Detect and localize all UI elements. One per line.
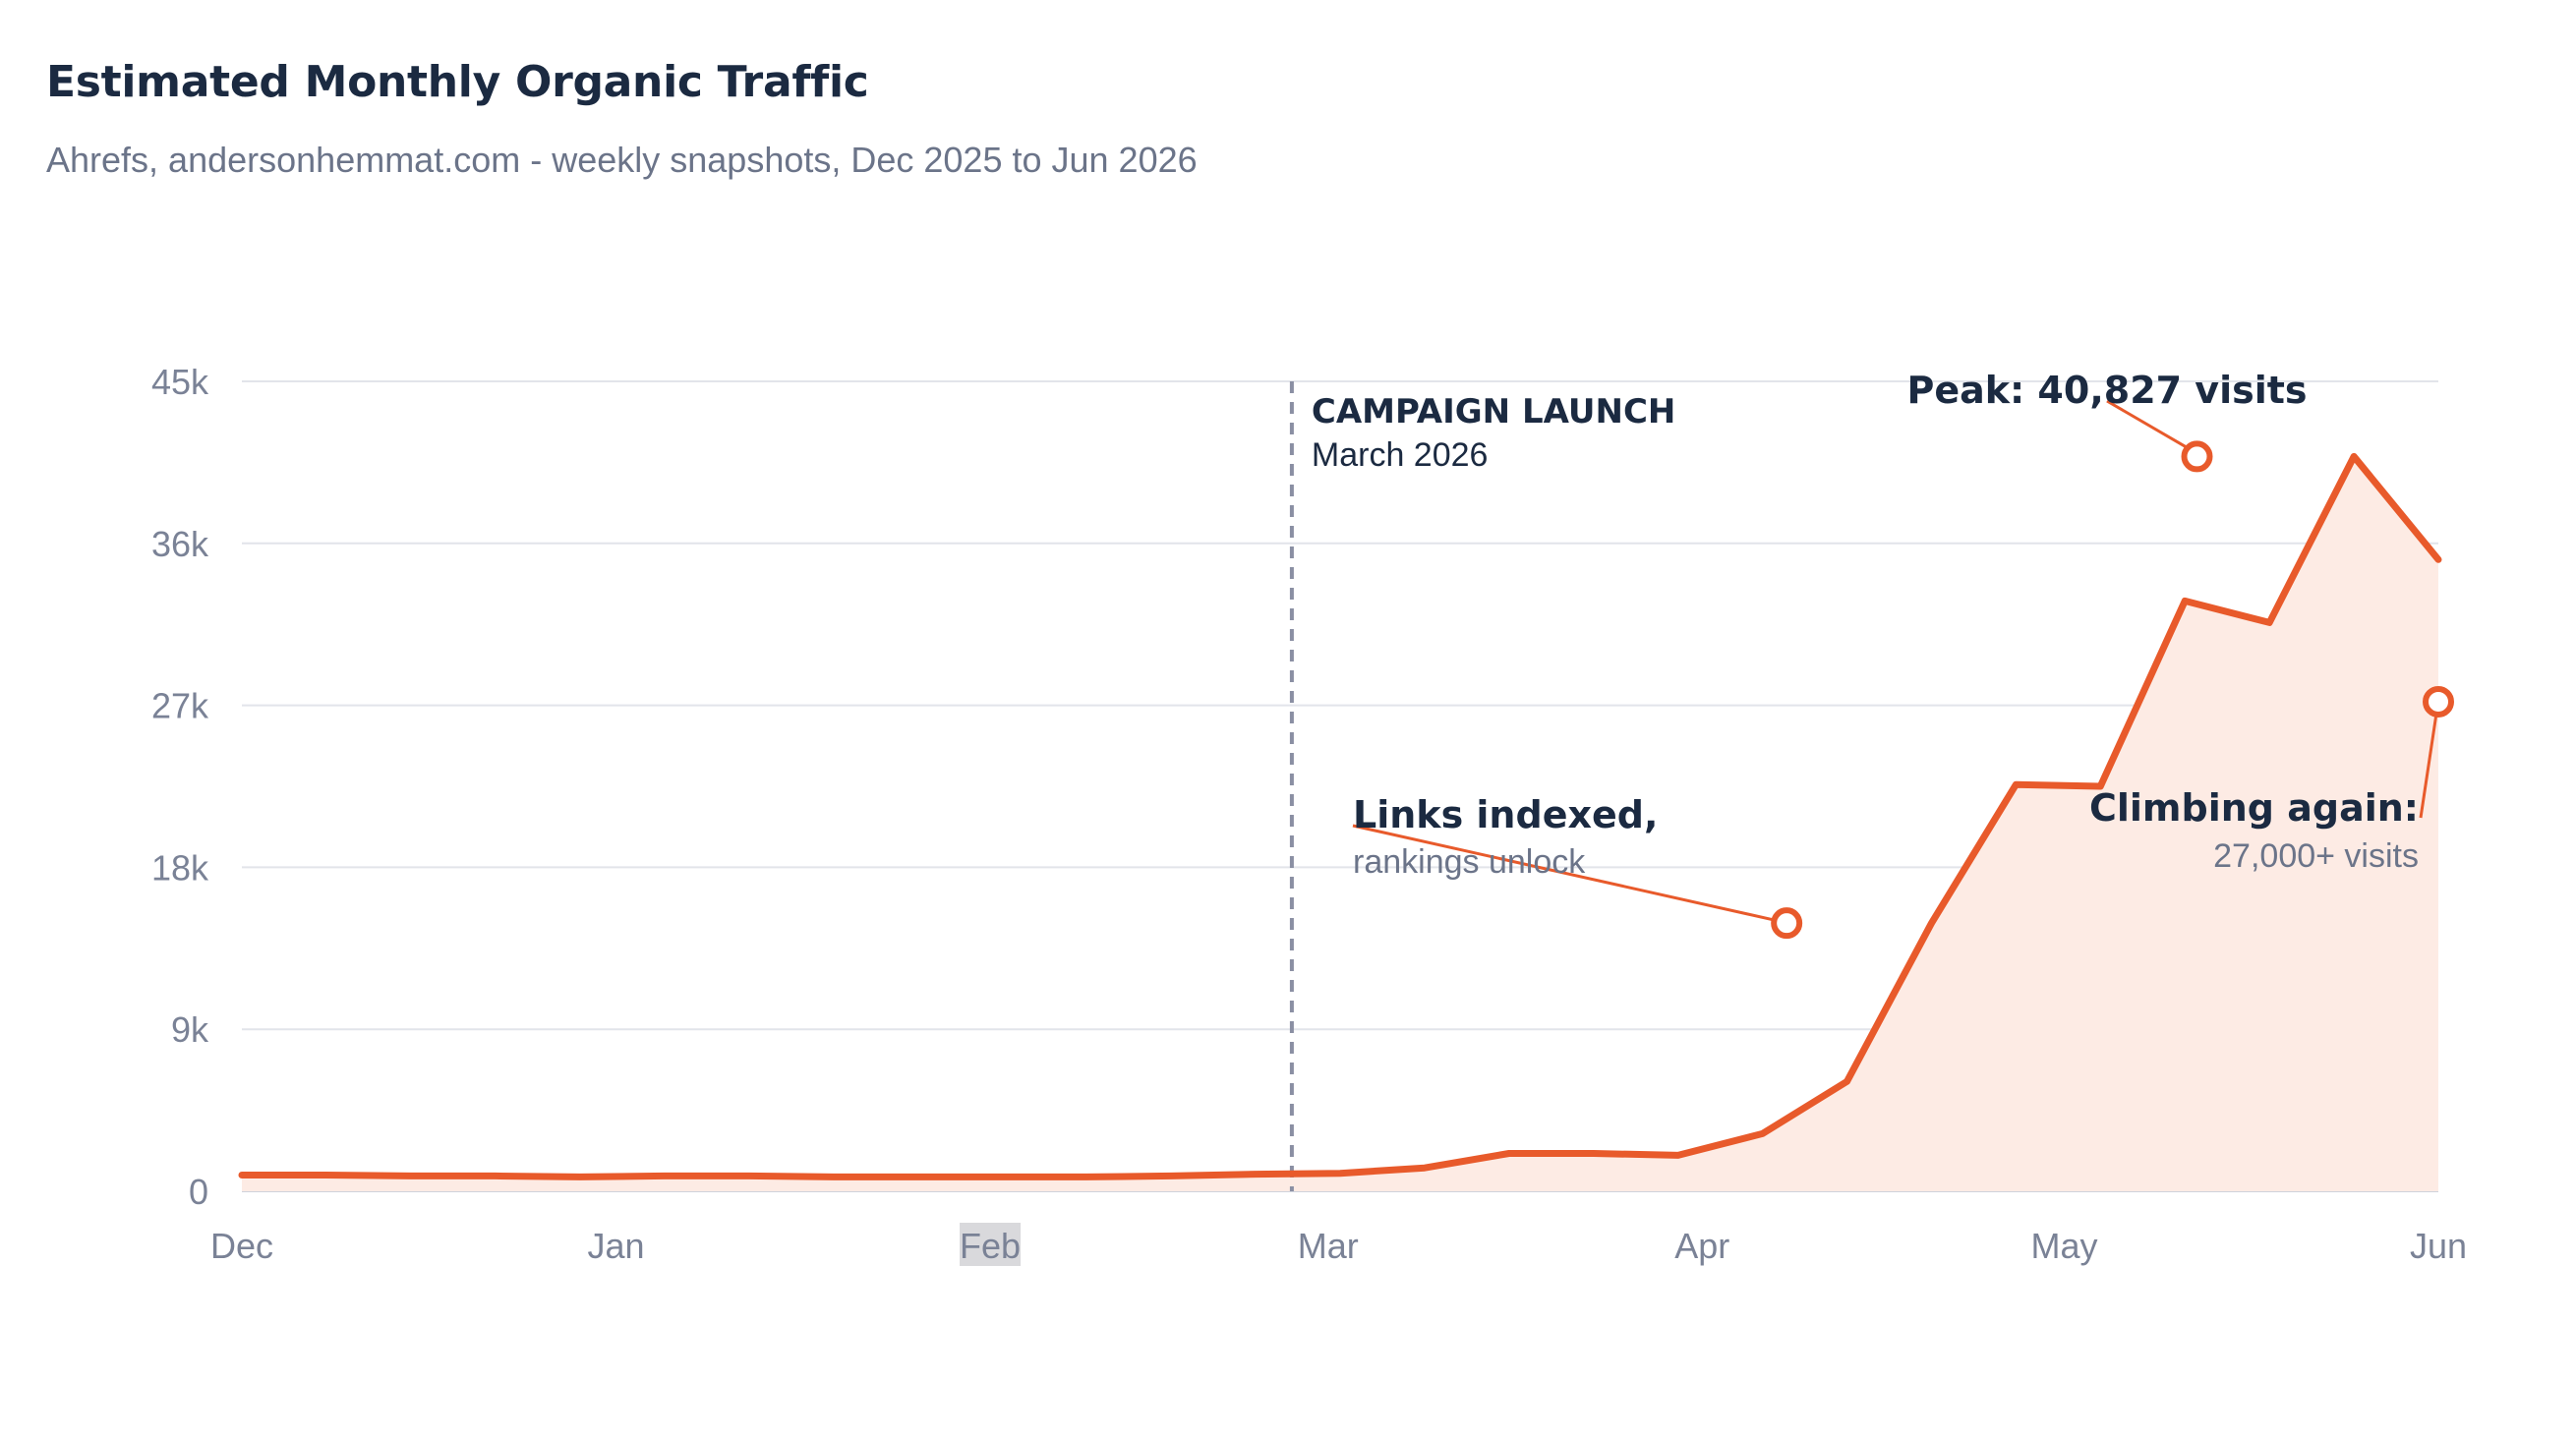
annotation-layer: Links indexed, rankings unlock Peak: 40,82…: [1352, 369, 2454, 940]
x-tick-label: Feb: [960, 1226, 1021, 1266]
links-indexed-title: Links indexed,: [1353, 793, 1658, 836]
y-tick-label: 36k: [151, 524, 209, 564]
climbing-marker: [2423, 685, 2454, 718]
y-tick-label: 18k: [151, 847, 209, 888]
campaign-launch-label: March 2026: [1312, 436, 1489, 474]
traffic-line: [238, 452, 2442, 1180]
x-tick-label: May: [2030, 1226, 2097, 1266]
climbing-label: 27,000+ visits: [2213, 837, 2419, 875]
x-tick-highlight: [960, 1223, 1022, 1266]
peak-leader: [2106, 399, 2189, 449]
axis-layer: 0 9k 18k 27k 36k 45k Dec Jan Feb Mar Apr May Jun: [151, 362, 2467, 1266]
campaign-launch-title: CAMPAIGN LAUNCH: [1312, 392, 1675, 431]
y-tick-label: 45k: [151, 362, 209, 402]
chart-title: Estimated Monthly Organic Traffic: [46, 57, 869, 107]
y-tick-label: 9k: [171, 1009, 209, 1050]
x-tick-label: Dec: [210, 1226, 273, 1266]
x-tick-label: Mar: [1298, 1226, 1359, 1266]
x-tick-label: Jun: [2410, 1226, 2467, 1266]
links-indexed-label: rankings unlock: [1353, 843, 1586, 881]
y-tick-label: 0: [189, 1172, 208, 1212]
links-indexed-marker: [1771, 907, 1803, 940]
climbing-title: Climbing again:: [2089, 786, 2419, 830]
y-tick-label: 27k: [151, 686, 209, 726]
links-indexed-leader: [1352, 824, 1776, 922]
campaign-launch-layer: CAMPAIGN LAUNCH March 2026: [1289, 381, 1675, 1191]
peak-title: Peak: 40,827 visits: [1906, 369, 2307, 412]
peak-marker: [2181, 440, 2213, 473]
chart-subtitle: Ahrefs, andersonhemmat.com - weekly snap…: [46, 140, 1198, 180]
x-tick-label: Jan: [587, 1226, 644, 1266]
climbing-leader: [2419, 713, 2438, 819]
x-tick-label: Apr: [1674, 1226, 1729, 1266]
